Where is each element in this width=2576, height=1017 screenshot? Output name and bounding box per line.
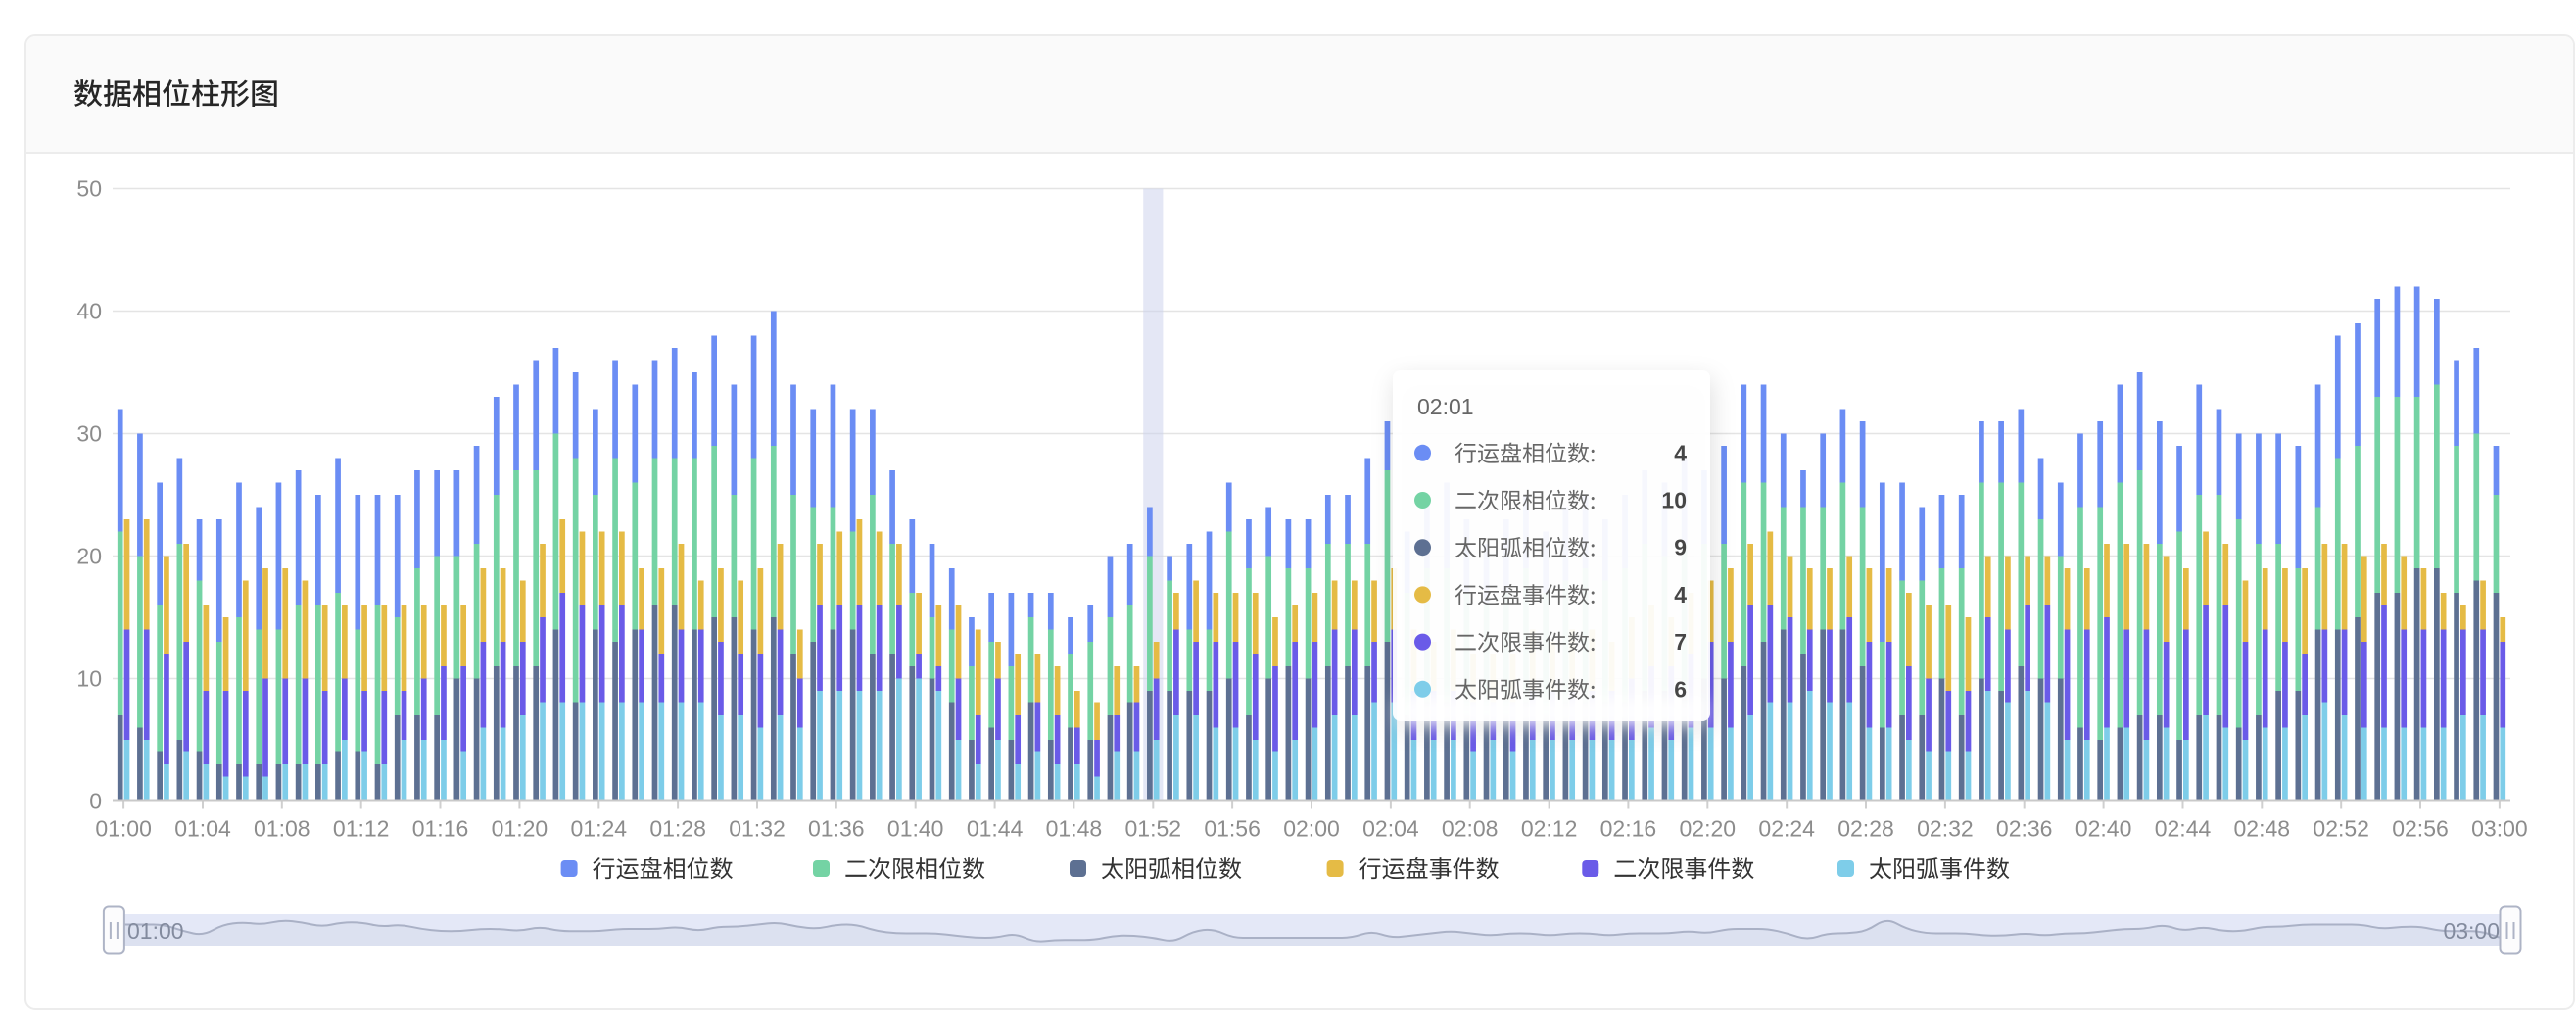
svg-text:01:20: 01:20 xyxy=(492,816,549,842)
svg-text:01:28: 01:28 xyxy=(649,816,706,842)
svg-text:02:36: 02:36 xyxy=(1996,816,2053,842)
svg-text:0: 0 xyxy=(89,789,102,814)
svg-text:30: 30 xyxy=(76,421,102,447)
svg-text:02:04: 02:04 xyxy=(1362,816,1419,842)
svg-text:02:16: 02:16 xyxy=(1600,816,1657,842)
svg-text:01:00: 01:00 xyxy=(127,918,184,944)
svg-text:50: 50 xyxy=(76,176,102,202)
svg-text:01:36: 01:36 xyxy=(808,816,865,842)
svg-text:02:01: 02:01 xyxy=(1417,394,1474,419)
svg-text:02:40: 02:40 xyxy=(2075,816,2132,842)
svg-text:4: 4 xyxy=(1674,582,1687,607)
svg-text:01:24: 01:24 xyxy=(571,816,628,842)
svg-text:01:00: 01:00 xyxy=(95,816,152,842)
svg-text:03:00: 03:00 xyxy=(2443,918,2500,944)
svg-text:10: 10 xyxy=(76,666,102,692)
svg-text:02:56: 02:56 xyxy=(2392,816,2449,842)
svg-text:02:08: 02:08 xyxy=(1442,816,1499,842)
svg-text:40: 40 xyxy=(76,299,102,324)
svg-text:02:32: 02:32 xyxy=(1917,816,1974,842)
svg-text:02:24: 02:24 xyxy=(1758,816,1815,842)
svg-text:01:52: 01:52 xyxy=(1125,816,1182,842)
svg-text:01:44: 01:44 xyxy=(967,816,1024,842)
svg-text:03:00: 03:00 xyxy=(2471,816,2528,842)
svg-text:01:32: 01:32 xyxy=(729,816,786,842)
svg-text:01:04: 01:04 xyxy=(174,816,231,842)
svg-text:9: 9 xyxy=(1674,535,1687,560)
svg-text:02:48: 02:48 xyxy=(2234,816,2291,842)
svg-text:02:52: 02:52 xyxy=(2313,816,2369,842)
svg-text:02:20: 02:20 xyxy=(1680,816,1737,842)
svg-text:02:28: 02:28 xyxy=(1837,816,1894,842)
svg-text:10: 10 xyxy=(1661,488,1687,513)
svg-text:01:16: 01:16 xyxy=(412,816,469,842)
svg-text:7: 7 xyxy=(1674,629,1687,654)
svg-text:01:48: 01:48 xyxy=(1046,816,1103,842)
svg-text:01:08: 01:08 xyxy=(254,816,310,842)
svg-text:01:40: 01:40 xyxy=(887,816,944,842)
svg-text:01:12: 01:12 xyxy=(333,816,390,842)
svg-text:20: 20 xyxy=(76,544,102,569)
svg-text:02:00: 02:00 xyxy=(1283,816,1340,842)
svg-text:6: 6 xyxy=(1674,676,1687,702)
svg-text:02:12: 02:12 xyxy=(1521,816,1578,842)
svg-text:01:56: 01:56 xyxy=(1204,816,1261,842)
svg-text:4: 4 xyxy=(1674,440,1687,465)
svg-text:02:44: 02:44 xyxy=(2155,816,2212,842)
